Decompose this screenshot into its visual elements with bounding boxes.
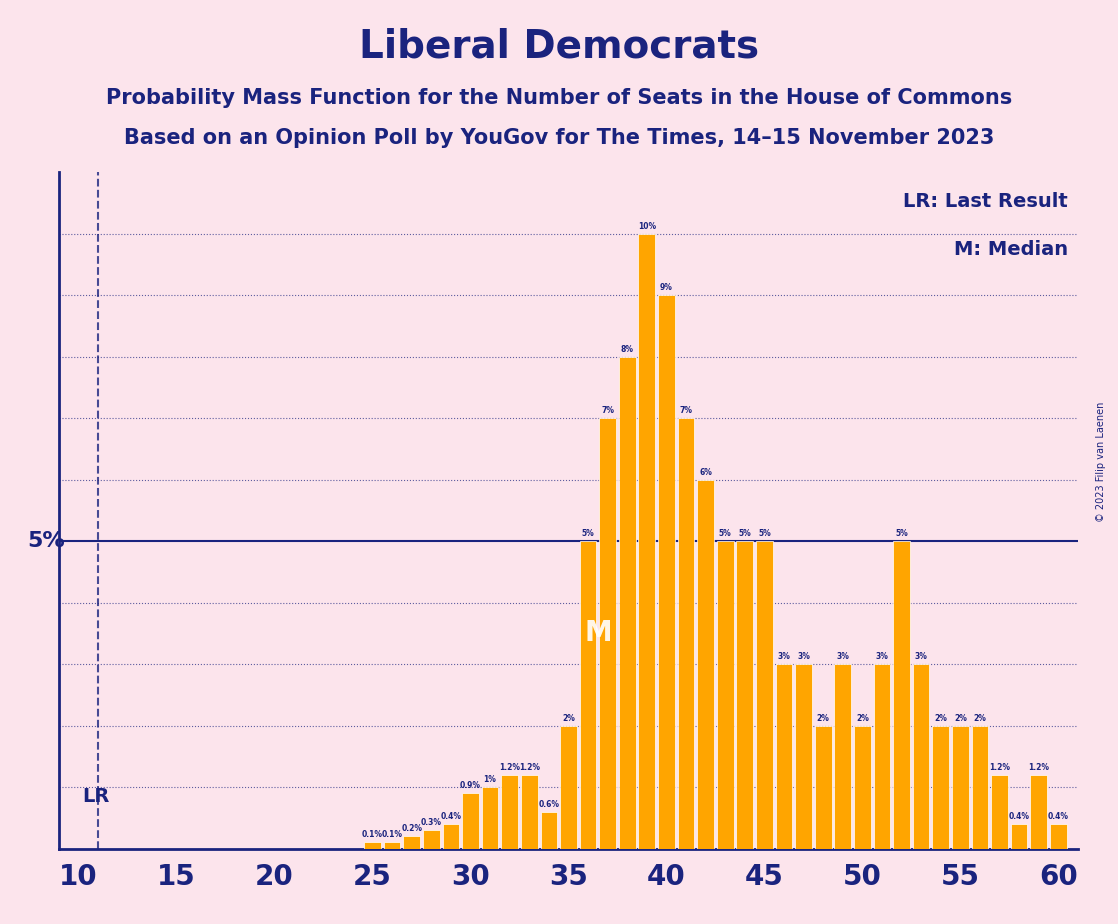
Bar — [737, 541, 754, 848]
Text: 3%: 3% — [836, 652, 850, 661]
Text: 7%: 7% — [601, 406, 614, 415]
Text: 3%: 3% — [915, 652, 928, 661]
Text: 0.1%: 0.1% — [362, 831, 383, 839]
Bar — [678, 418, 694, 848]
Bar — [717, 541, 733, 848]
Bar — [1031, 775, 1048, 848]
Bar — [893, 541, 910, 848]
Text: 2%: 2% — [817, 713, 830, 723]
Text: 2%: 2% — [954, 713, 967, 723]
Text: 1.2%: 1.2% — [499, 762, 520, 772]
Bar — [423, 830, 439, 848]
Text: 0.4%: 0.4% — [1048, 812, 1069, 821]
Text: 0.2%: 0.2% — [401, 824, 423, 833]
Bar — [776, 664, 793, 848]
Bar — [580, 541, 596, 848]
Text: 6%: 6% — [699, 468, 712, 477]
Text: 5%: 5% — [896, 529, 908, 538]
Text: 8%: 8% — [620, 345, 634, 354]
Text: M: Median: M: Median — [954, 239, 1068, 259]
Bar — [834, 664, 851, 848]
Bar — [795, 664, 812, 848]
Text: 2%: 2% — [935, 713, 947, 723]
Text: 0.4%: 0.4% — [440, 812, 462, 821]
Bar — [992, 775, 1007, 848]
Text: 1%: 1% — [484, 775, 496, 784]
Text: 5%: 5% — [758, 529, 770, 538]
Bar — [873, 664, 890, 848]
Text: 1.2%: 1.2% — [1029, 762, 1049, 772]
Bar — [698, 480, 714, 848]
Text: 7%: 7% — [680, 406, 692, 415]
Bar — [383, 843, 400, 848]
Bar — [972, 725, 988, 848]
Text: M: M — [584, 619, 612, 648]
Bar — [854, 725, 871, 848]
Bar — [912, 664, 929, 848]
Text: 3%: 3% — [777, 652, 790, 661]
Text: 0.3%: 0.3% — [420, 818, 442, 827]
Text: 0.4%: 0.4% — [1008, 812, 1030, 821]
Text: 5%: 5% — [27, 531, 65, 551]
Text: 5%: 5% — [738, 529, 751, 538]
Bar — [364, 843, 381, 848]
Bar — [404, 836, 420, 848]
Bar — [443, 824, 459, 848]
Text: 3%: 3% — [797, 652, 811, 661]
Text: 2%: 2% — [562, 713, 575, 723]
Bar — [482, 787, 499, 848]
Bar — [659, 295, 675, 848]
Bar — [540, 811, 557, 848]
Text: 9%: 9% — [660, 283, 673, 292]
Bar — [521, 775, 538, 848]
Bar — [462, 794, 479, 848]
Text: 5%: 5% — [581, 529, 595, 538]
Text: LR: LR — [83, 787, 110, 806]
Bar — [560, 725, 577, 848]
Text: Liberal Democrats: Liberal Democrats — [359, 28, 759, 66]
Bar — [815, 725, 832, 848]
Text: 0.9%: 0.9% — [459, 781, 481, 790]
Bar — [1011, 824, 1027, 848]
Bar — [756, 541, 773, 848]
Text: 2%: 2% — [856, 713, 869, 723]
Text: 1.2%: 1.2% — [519, 762, 540, 772]
Bar — [619, 357, 635, 848]
Bar — [599, 418, 616, 848]
Bar — [932, 725, 949, 848]
Text: 0.1%: 0.1% — [381, 831, 402, 839]
Text: LR: Last Result: LR: Last Result — [903, 192, 1068, 212]
Text: Based on an Opinion Poll by YouGov for The Times, 14–15 November 2023: Based on an Opinion Poll by YouGov for T… — [124, 128, 994, 148]
Text: 5%: 5% — [719, 529, 731, 538]
Bar — [1050, 824, 1067, 848]
Text: © 2023 Filip van Laenen: © 2023 Filip van Laenen — [1097, 402, 1106, 522]
Bar — [638, 234, 655, 848]
Text: Probability Mass Function for the Number of Seats in the House of Commons: Probability Mass Function for the Number… — [106, 88, 1012, 108]
Bar — [953, 725, 968, 848]
Text: 1.2%: 1.2% — [989, 762, 1010, 772]
Text: 10%: 10% — [637, 222, 656, 230]
Text: 0.6%: 0.6% — [539, 799, 559, 808]
Text: 3%: 3% — [875, 652, 889, 661]
Text: 2%: 2% — [974, 713, 986, 723]
Bar — [501, 775, 518, 848]
